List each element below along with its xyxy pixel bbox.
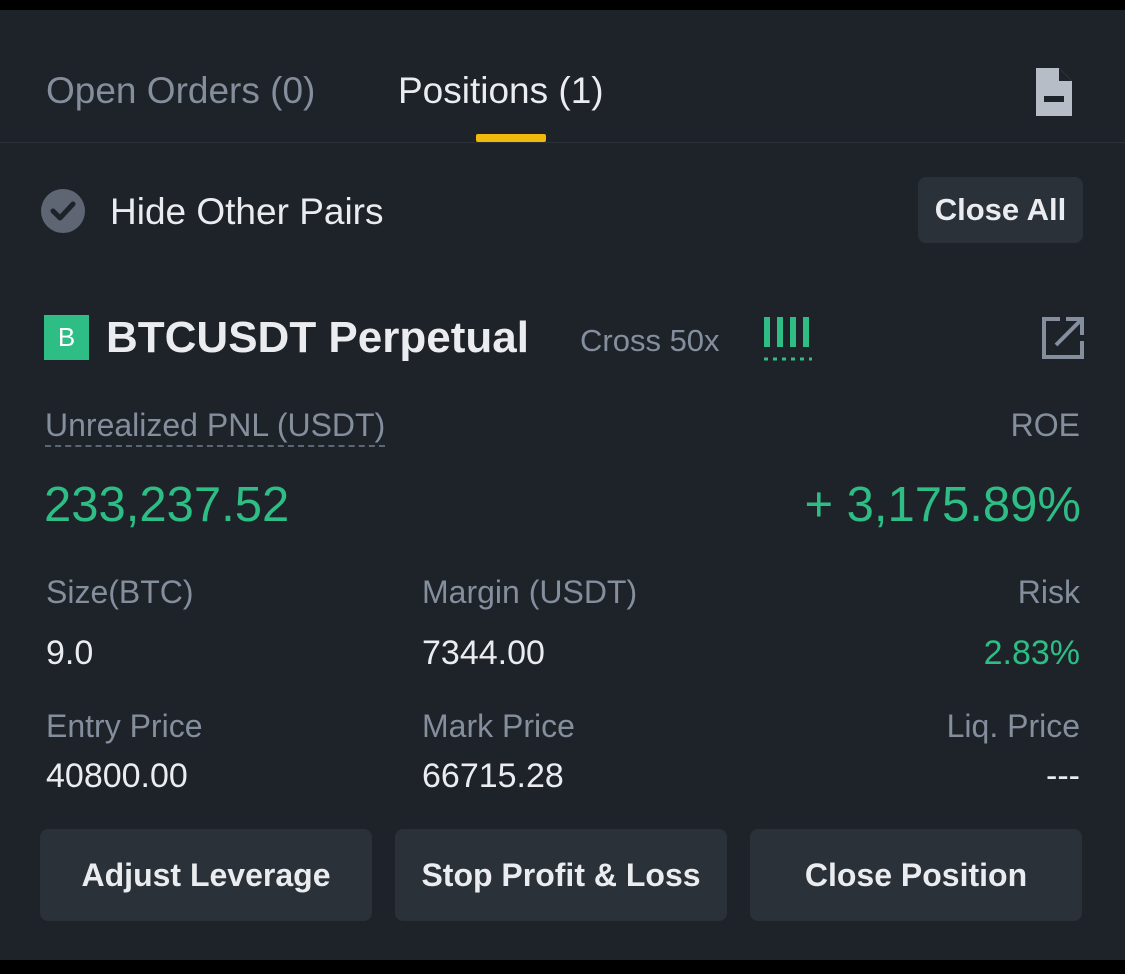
margin-mode-label: Cross 50x: [580, 323, 720, 358]
size-value: 9.0: [46, 634, 94, 672]
roe-value: + 3,175.89%: [804, 478, 1081, 532]
risk-value: 2.83%: [983, 634, 1080, 672]
mark-price-label: Mark Price: [422, 708, 575, 744]
symbol-badge: B: [44, 315, 89, 360]
tab-open-orders[interactable]: Open Orders (0): [46, 70, 316, 111]
liq-price-label: Liq. Price: [946, 708, 1080, 744]
stop-profit-loss-button[interactable]: Stop Profit & Loss: [395, 829, 727, 921]
document-icon[interactable]: [1030, 66, 1076, 118]
close-position-button[interactable]: Close Position: [750, 829, 1082, 921]
share-icon[interactable]: [1040, 315, 1086, 361]
check-circle-icon[interactable]: [40, 188, 86, 234]
adjust-leverage-button[interactable]: Adjust Leverage: [40, 829, 372, 921]
mark-price-value: 66715.28: [422, 757, 564, 795]
size-label: Size(BTC): [46, 574, 194, 610]
tab-positions[interactable]: Positions (1): [398, 70, 604, 111]
margin-value: 7344.00: [422, 634, 545, 672]
entry-price-value: 40800.00: [46, 757, 188, 795]
close-all-button[interactable]: Close All: [918, 177, 1083, 243]
active-tab-indicator: [476, 134, 546, 142]
liq-price-value: ---: [1046, 757, 1080, 795]
risk-label: Risk: [1017, 574, 1080, 610]
margin-label: Margin (USDT): [422, 574, 638, 610]
tab-bar: Open Orders (0) Positions (1): [0, 10, 1125, 143]
positions-panel: Open Orders (0) Positions (1) Hide Other…: [0, 10, 1125, 960]
unrealized-pnl-label[interactable]: Unrealized PNL (USDT): [45, 405, 386, 447]
hide-other-pairs-label[interactable]: Hide Other Pairs: [110, 191, 384, 232]
roe-label: ROE: [1010, 407, 1080, 443]
symbol-name[interactable]: BTCUSDT Perpetual: [106, 313, 529, 362]
entry-price-label: Entry Price: [46, 708, 203, 744]
risk-bars-icon: [764, 317, 812, 361]
unrealized-pnl-value: 233,237.52: [44, 478, 290, 532]
